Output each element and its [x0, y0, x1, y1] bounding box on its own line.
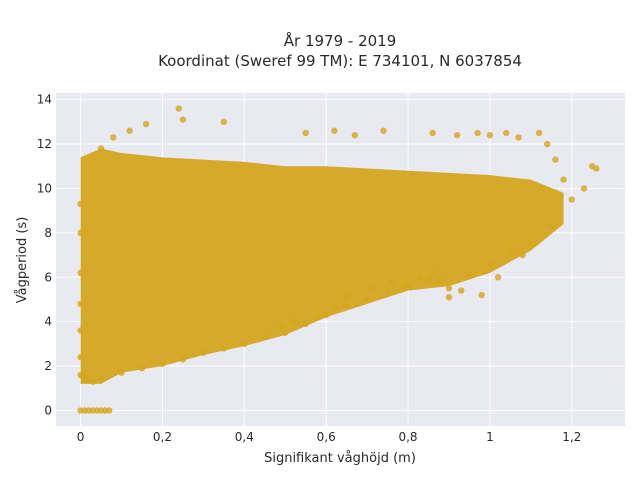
x-tick-label: 0,8	[398, 430, 417, 444]
y-axis-label: Vågperiod (s)	[15, 217, 30, 304]
data-point	[589, 163, 596, 170]
data-point	[343, 302, 350, 310]
data-point	[429, 269, 436, 277]
data-point	[503, 129, 510, 137]
data-point	[368, 285, 375, 292]
data-point	[425, 276, 432, 283]
data-point	[453, 131, 461, 139]
x-axis-label: Signifikant våghöjd (m)	[264, 451, 416, 466]
data-point	[282, 329, 289, 336]
data-point	[351, 131, 359, 139]
data-point	[126, 127, 133, 134]
data-point	[466, 271, 473, 279]
dense-point-region	[80, 148, 564, 384]
data-point	[110, 134, 117, 141]
data-point	[380, 127, 387, 134]
data-point	[331, 127, 338, 134]
data-points	[77, 105, 600, 414]
data-point	[548, 223, 555, 230]
data-point	[97, 376, 105, 383]
data-point	[138, 365, 146, 372]
data-point	[77, 327, 84, 334]
data-point	[159, 360, 166, 368]
data-point	[142, 120, 150, 128]
chart-title-line-2: Koordinat (Sweref 99 TM): E 734101, N 60…	[158, 52, 522, 70]
data-point	[552, 156, 559, 163]
data-point	[200, 349, 207, 356]
y-tick-label: 2	[44, 359, 52, 373]
data-point	[445, 294, 453, 301]
data-point	[429, 129, 436, 137]
data-point	[314, 314, 322, 321]
data-point	[118, 369, 125, 376]
data-point	[515, 134, 522, 141]
data-point	[179, 116, 187, 123]
data-point	[179, 356, 187, 363]
data-point	[77, 353, 84, 361]
data-point	[388, 278, 395, 285]
data-point	[89, 378, 97, 385]
data-point	[417, 274, 424, 281]
data-point	[261, 334, 268, 341]
y-tick-labels: 0 2 4 6 8 10 12 14	[37, 93, 52, 418]
data-point	[77, 300, 84, 308]
data-point	[474, 129, 481, 137]
x-tick-label: 0	[77, 430, 85, 444]
data-point	[302, 129, 309, 137]
data-point	[363, 296, 371, 303]
data-point	[494, 274, 502, 281]
data-point	[97, 145, 105, 152]
chart-title-line-1: År 1979 - 2019	[284, 31, 397, 50]
data-point	[277, 322, 285, 330]
data-point	[220, 118, 228, 126]
y-tick-label: 10	[37, 181, 52, 195]
x-tick-label: 0,6	[317, 430, 336, 444]
x-tick-label: 0,2	[153, 430, 172, 444]
data-point	[77, 269, 84, 277]
data-point	[486, 260, 494, 268]
data-point	[175, 105, 183, 112]
x-tick-label: 1,2	[562, 430, 581, 444]
data-point	[322, 311, 330, 319]
data-point	[519, 251, 526, 259]
data-point	[331, 305, 338, 312]
data-point	[77, 229, 84, 237]
point-cloud	[80, 148, 564, 384]
y-tick-label: 8	[44, 226, 52, 240]
data-point	[486, 131, 494, 139]
data-point	[527, 240, 535, 248]
x-tick-label: 0,4	[235, 430, 254, 444]
y-tick-label: 14	[37, 93, 52, 107]
x-tick-labels: 0 0,2 0,4 0,6 0,8 1 1,2	[77, 430, 582, 444]
data-point	[343, 294, 350, 301]
data-point	[445, 285, 453, 292]
data-point	[384, 289, 391, 296]
data-point	[400, 285, 408, 292]
y-tick-label: 6	[44, 270, 52, 284]
data-point	[458, 287, 465, 294]
x-tick-label: 1	[486, 430, 494, 444]
data-point	[106, 407, 113, 414]
data-point	[560, 176, 567, 183]
data-point	[478, 291, 485, 299]
data-point	[220, 345, 228, 352]
data-point	[568, 196, 575, 203]
data-point	[535, 129, 543, 137]
data-point	[437, 278, 444, 285]
data-point	[544, 140, 551, 148]
y-tick-label: 0	[44, 403, 52, 417]
y-tick-label: 4	[44, 315, 52, 329]
data-point	[290, 318, 297, 325]
data-point	[241, 340, 248, 348]
data-point	[302, 320, 309, 328]
y-tick-label: 12	[37, 137, 52, 151]
data-point	[580, 185, 588, 192]
data-point	[77, 200, 84, 208]
data-point	[507, 249, 514, 257]
